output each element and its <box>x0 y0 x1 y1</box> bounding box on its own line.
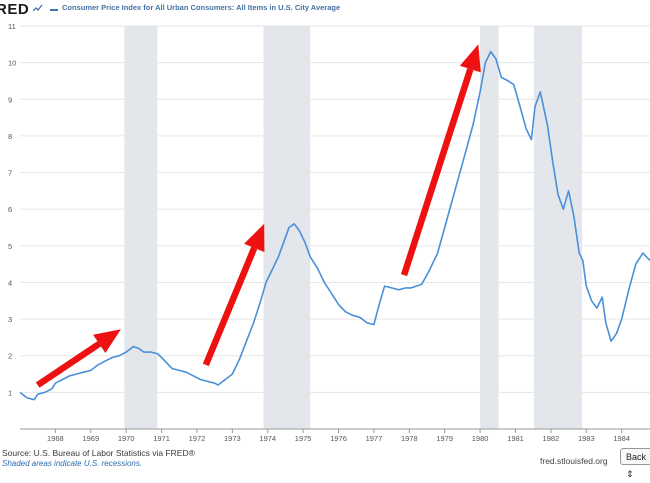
x-tick-label: 1971 <box>153 434 170 443</box>
x-tick-label: 1983 <box>578 434 595 443</box>
y-tick-label: 3 <box>8 315 12 324</box>
recession-band-1 <box>124 26 158 429</box>
x-tick-label: 1982 <box>543 434 560 443</box>
recession-band-3 <box>480 26 499 429</box>
x-axis: 1968 1969 1970 1971 1972 1973 1974 1975 1976 1977… <box>47 429 630 443</box>
legend-swatch <box>50 9 58 11</box>
red-arrow-2 <box>202 223 265 367</box>
y-axis: 1 2 3 4 5 6 7 8 9 10 11 <box>8 22 16 397</box>
arrow-head <box>244 223 265 253</box>
y-tick-label: 11 <box>8 22 16 31</box>
recession-band-2 <box>263 26 311 429</box>
x-tick-label: 1979 <box>436 434 453 443</box>
y-tick-label: 8 <box>8 132 12 141</box>
x-tick-label: 1970 <box>118 434 135 443</box>
source-caption: Source: U.S. Bureau of Labor Statistics … <box>2 448 195 458</box>
arrow-shaft <box>202 246 258 367</box>
x-tick-label: 1977 <box>366 434 383 443</box>
arrow-shaft <box>35 341 102 388</box>
y-tick-label: 10 <box>8 59 16 68</box>
y-tick-label: 5 <box>8 242 12 251</box>
y-tick-label: 4 <box>8 278 12 287</box>
legend-label: Consumer Price Index for All Urban Consu… <box>62 3 341 12</box>
y-tick-label: 7 <box>8 169 12 178</box>
recession-shading <box>124 26 583 429</box>
x-tick-label: 1984 <box>613 434 630 443</box>
back-button[interactable]: Back ⇕ <box>620 448 650 479</box>
x-tick-label: 1974 <box>259 434 276 443</box>
arrow-head <box>459 44 481 73</box>
recession-band-4 <box>533 26 583 429</box>
x-tick-label: 1968 <box>47 434 64 443</box>
x-tick-label: 1976 <box>330 434 347 443</box>
x-tick-label: 1969 <box>82 434 99 443</box>
x-tick-label: 1980 <box>472 434 489 443</box>
x-tick-label: 1975 <box>295 434 312 443</box>
y-tick-label: 1 <box>8 388 12 397</box>
grid <box>20 25 650 430</box>
x-tick-label: 1973 <box>224 434 241 443</box>
fred-url[interactable]: fred.stlouisfed.org <box>540 456 608 466</box>
y-tick-label: 9 <box>8 95 12 104</box>
chart-trend-icon <box>33 4 43 12</box>
y-tick-label: 2 <box>8 352 12 361</box>
series-line-cpi <box>19 50 650 401</box>
x-tick-label: 1972 <box>189 434 206 443</box>
fred-logo: RED <box>0 1 30 18</box>
arrow-annotations <box>35 44 481 388</box>
red-arrow-3 <box>400 44 481 277</box>
arrow-head <box>93 329 121 353</box>
red-arrow-1 <box>35 329 121 388</box>
x-tick-label: 1981 <box>507 434 524 443</box>
y-tick-label: 6 <box>8 205 12 214</box>
series-layer <box>19 50 650 401</box>
recession-note: Shaded areas indicate U.S. recessions. <box>2 459 143 468</box>
arrow-shaft <box>400 68 474 277</box>
x-tick-label: 1978 <box>401 434 418 443</box>
